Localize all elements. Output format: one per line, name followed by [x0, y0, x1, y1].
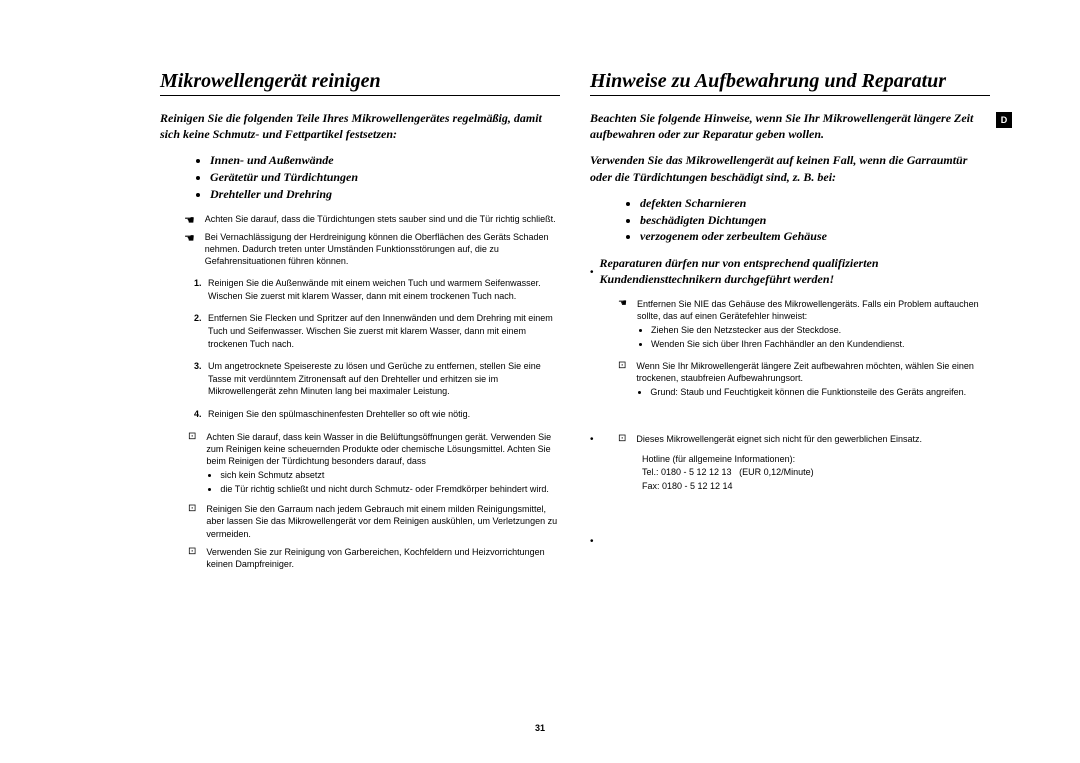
right-intro-2: Verwenden Sie das Mikrowellengerät auf k… [590, 152, 990, 184]
left-bold-bullets: Innen- und Außenwände Gerätetür und Türd… [210, 152, 560, 202]
warning-body: Wenn Sie Ihr Mikrowellengerät längere Ze… [636, 361, 974, 383]
warning-item: ⊡ Reinigen Sie den Garraum nach jedem Ge… [160, 503, 560, 539]
step-item: Reinigen Sie die Außenwände mit einem we… [204, 277, 560, 302]
left-intro: Reinigen Sie die folgenden Teile Ihres M… [160, 110, 560, 142]
sub-bullet: Grund: Staub und Feuchtigkeit können die… [650, 386, 990, 398]
warning-text: Dieses Mikrowellengerät eignet sich nich… [636, 433, 990, 445]
warning-item: ⊡ Wenn Sie Ihr Mikrowellengerät längere … [590, 360, 990, 400]
warning-text: Reinigen Sie den Garraum nach jedem Gebr… [206, 503, 560, 539]
box-icon: ⊡ [590, 433, 626, 444]
pointer-icon: ☚ [160, 231, 195, 245]
hotline-tel: Tel.: 0180 - 5 12 12 13 (EUR 0,12/Minute… [642, 466, 990, 480]
warning-text: Entfernen Sie NIE das Gehäuse des Mikrow… [637, 298, 990, 353]
hotline-fax: Fax: 0180 - 5 12 12 14 [642, 480, 990, 494]
right-column: Hinweise zu Aufbewahrung und Reparatur B… [590, 70, 990, 576]
pointer-icon: ☚ [160, 213, 195, 227]
box-icon: ⊡ [160, 503, 196, 514]
stray-bullet-icon: • [590, 268, 594, 278]
box-icon: ⊡ [590, 360, 626, 371]
warning-body: Achten Sie darauf, dass kein Wasser in d… [206, 432, 551, 466]
hotline-label: Hotline (für allgemeine Informationen): [642, 453, 990, 467]
sub-bullet: Wenden Sie sich über Ihren Fachhändler a… [651, 338, 990, 350]
bullet-item: verzogenem oder zerbeultem Gehäuse [640, 228, 990, 245]
page-number: 31 [0, 723, 1080, 733]
warning-text: Verwenden Sie zur Reinigung von Garberei… [206, 546, 560, 570]
sub-bullets: Grund: Staub und Feuchtigkeit können die… [650, 386, 990, 398]
left-heading: Mikrowellengerät reinigen [160, 70, 560, 96]
warning-list: ⊡ Achten Sie darauf, dass kein Wasser in… [160, 431, 560, 570]
right-bold-bullets: defekten Scharnieren beschädigten Dichtu… [640, 195, 990, 245]
warning-text: Wenn Sie Ihr Mikrowellengerät längere Ze… [636, 360, 990, 400]
hotline-block: Hotline (für allgemeine Informationen): … [642, 453, 990, 494]
bullet-item: beschädigten Dichtungen [640, 212, 990, 229]
left-column: Mikrowellengerät reinigen Reinigen Sie d… [160, 70, 560, 576]
right-warning-list: ☚ Entfernen Sie NIE das Gehäuse des Mikr… [590, 298, 990, 401]
right-warning-list-2: ⊡ Dieses Mikrowellengerät eignet sich ni… [590, 433, 990, 445]
repair-note: Reparaturen dürfen nur von entsprechend … [600, 255, 990, 287]
warning-item: ☚ Entfernen Sie NIE das Gehäuse des Mikr… [590, 298, 990, 353]
step-item: Entfernen Sie Flecken und Spritzer auf d… [204, 312, 560, 350]
document-page: Mikrowellengerät reinigen Reinigen Sie d… [0, 0, 1080, 596]
bullet-item: Innen- und Außenwände [210, 152, 560, 169]
sub-bullets: Ziehen Sie den Netzstecker aus der Steck… [651, 324, 990, 350]
note-block: ☚ Achten Sie darauf, dass die Türdichtun… [160, 213, 560, 267]
note-text: Bei Vernachlässigung der Herdreinigung k… [205, 231, 560, 267]
box-icon: ⊡ [160, 431, 196, 442]
stray-bullet-icon: • [590, 537, 990, 547]
sub-bullet: sich kein Schmutz absetzt [220, 469, 560, 481]
step-item: Um angetrocknete Speisereste zu lösen un… [204, 360, 560, 398]
step-item: Reinigen Sie den spülmaschinenfesten Dre… [204, 408, 560, 421]
warning-text: Achten Sie darauf, dass kein Wasser in d… [206, 431, 560, 498]
warning-body: Entfernen Sie NIE das Gehäuse des Mikrow… [637, 299, 979, 321]
sub-bullets: sich kein Schmutz absetzt die Tür richti… [220, 469, 560, 495]
note-text: Achten Sie darauf, dass die Türdichtunge… [205, 213, 560, 225]
warning-item: ⊡ Achten Sie darauf, dass kein Wasser in… [160, 431, 560, 498]
box-icon: ⊡ [160, 546, 196, 557]
note-item: ☚ Achten Sie darauf, dass die Türdichtun… [160, 213, 560, 227]
pointer-icon: ☚ [590, 298, 627, 309]
language-tab: D [996, 112, 1012, 128]
right-intro-1: Beachten Sie folgende Hinweise, wenn Sie… [590, 110, 990, 142]
right-heading: Hinweise zu Aufbewahrung und Reparatur [590, 70, 990, 96]
bullet-item: Drehteller und Drehring [210, 186, 560, 203]
bullet-item: Gerätetür und Türdichtungen [210, 169, 560, 186]
note-item: ☚ Bei Vernachlässigung der Herdreinigung… [160, 231, 560, 267]
numbered-steps: Reinigen Sie die Außenwände mit einem we… [204, 277, 560, 420]
bullet-item: defekten Scharnieren [640, 195, 990, 212]
sub-bullet: die Tür richtig schließt und nicht durch… [220, 483, 560, 495]
warning-item: ⊡ Dieses Mikrowellengerät eignet sich ni… [590, 433, 990, 445]
sub-bullet: Ziehen Sie den Netzstecker aus der Steck… [651, 324, 990, 336]
warning-item: ⊡ Verwenden Sie zur Reinigung von Garber… [160, 546, 560, 570]
